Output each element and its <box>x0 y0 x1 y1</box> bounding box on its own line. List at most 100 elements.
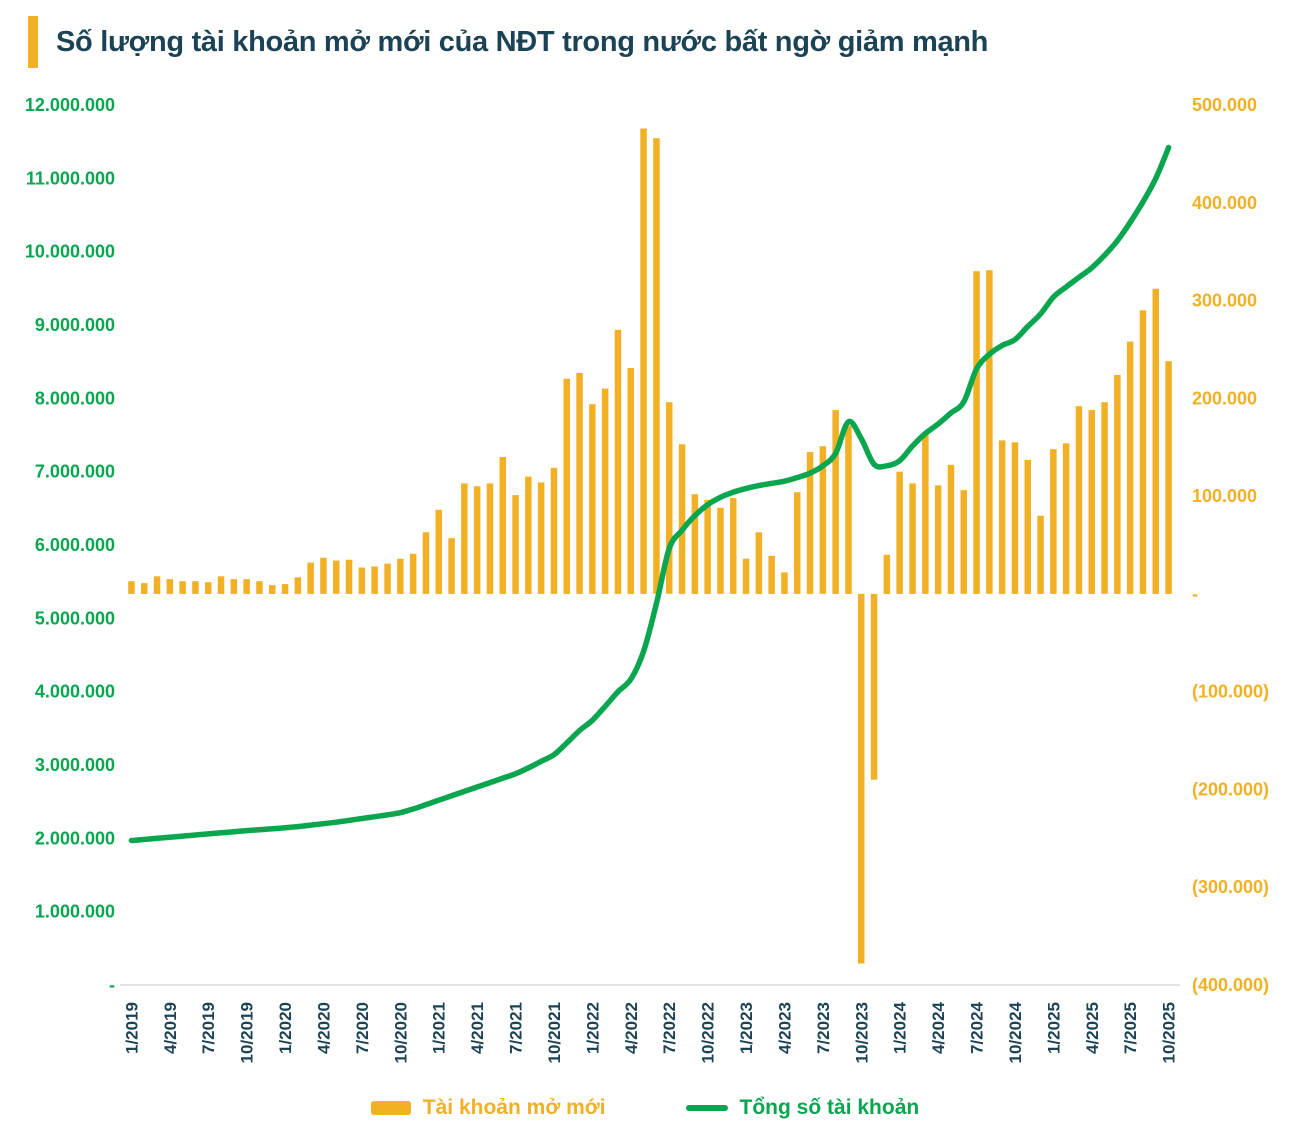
left-axis-tick-label: 10.000.000 <box>25 242 115 262</box>
x-axis-tick-label: 4/2024 <box>929 1001 948 1054</box>
bar-new-accounts <box>320 557 327 594</box>
bar-new-accounts <box>384 563 391 594</box>
x-axis-tick-label: 7/2019 <box>199 1002 218 1054</box>
bar-new-accounts <box>1088 410 1095 594</box>
x-axis-tick-label: 4/2023 <box>775 1002 794 1054</box>
x-axis-tick-label: 10/2024 <box>1006 1001 1025 1063</box>
right-axis-tick-label: - <box>1192 584 1198 604</box>
bar-new-accounts <box>358 567 366 594</box>
left-axis-tick-label: 6.000.000 <box>35 535 115 555</box>
line-total-accounts <box>128 144 1172 844</box>
bar-new-accounts <box>166 579 174 594</box>
bar-new-accounts <box>1126 341 1134 594</box>
title-accent-bar <box>28 16 38 68</box>
bar-new-accounts <box>883 554 891 594</box>
x-axis-tick-label: 10/2022 <box>699 1002 718 1063</box>
left-axis-tick-label: 3.000.000 <box>35 755 115 775</box>
bar-new-accounts <box>307 562 314 594</box>
bar-new-accounts <box>794 492 801 594</box>
bar-new-accounts <box>845 425 852 594</box>
bar-new-accounts <box>806 452 814 594</box>
bar-new-accounts <box>1165 361 1172 594</box>
left-axis-tick-label: 2.000.000 <box>35 828 115 848</box>
bar-new-accounts <box>973 271 980 594</box>
bar-new-accounts <box>128 581 135 594</box>
x-axis-tick-label: 1/2022 <box>583 1002 602 1054</box>
bar-new-accounts <box>1075 406 1083 594</box>
line-series-swatch <box>685 1105 728 1111</box>
x-axis-tick-label: 1/2021 <box>430 1002 449 1054</box>
bar-new-accounts <box>691 494 699 594</box>
x-axis-tick-label: 10/2020 <box>391 1002 410 1063</box>
right-axis-tick-label: (100.000) <box>1192 682 1269 702</box>
x-axis-tick-label: 1/2024 <box>891 1001 910 1054</box>
right-axis-tick-label: (200.000) <box>1192 779 1269 799</box>
bar-new-accounts <box>461 483 468 594</box>
bar-new-accounts <box>1011 442 1019 594</box>
bar-new-accounts <box>1101 402 1108 594</box>
bar-new-accounts <box>205 582 212 594</box>
bar-new-accounts <box>742 558 750 594</box>
bar-new-accounts <box>243 579 250 594</box>
left-axis-tick-label: 9.000.000 <box>35 315 115 335</box>
x-axis-tick-label: 7/2025 <box>1121 1002 1140 1054</box>
bar-new-accounts <box>768 555 775 594</box>
bar-new-accounts <box>819 446 827 594</box>
bar-series-label: Tài khoản mở mới <box>422 1096 606 1119</box>
x-axis-tick-label: 7/2021 <box>507 1002 526 1054</box>
line-series-label: Tổng số tài khoản <box>739 1096 920 1119</box>
x-axis-tick-label: 1/2023 <box>737 1002 756 1054</box>
x-axis-tick-label: 4/2022 <box>622 1002 641 1054</box>
x-axis-tick-label: 1/2020 <box>276 1002 295 1054</box>
x-axis-tick-label: 4/2019 <box>161 1002 180 1054</box>
bar-new-accounts <box>281 584 289 594</box>
bar-new-accounts <box>550 467 558 594</box>
bar-new-accounts <box>141 583 148 594</box>
bar-series-swatch <box>370 1101 411 1115</box>
x-axis-tick-label: 4/2020 <box>314 1002 333 1054</box>
x-axis-tick-label: 4/2025 <box>1083 1002 1102 1054</box>
left-axis-tick-label: 7.000.000 <box>35 462 115 482</box>
bar-new-accounts <box>678 444 686 594</box>
bar-new-accounts <box>704 500 711 594</box>
bar-new-accounts <box>717 507 724 594</box>
bar-new-accounts <box>986 270 993 594</box>
bar-new-accounts <box>345 559 353 594</box>
bar-new-accounts <box>371 566 378 594</box>
right-axis-tick-label: 300.000 <box>1192 291 1257 311</box>
bar-new-accounts <box>909 483 916 594</box>
bar-new-accounts <box>589 404 596 594</box>
legend-item-total-accounts: Tổng số tài khoản <box>685 1096 920 1120</box>
bar-new-accounts <box>1152 288 1159 594</box>
bar-new-accounts <box>1139 310 1147 594</box>
bar-new-accounts <box>627 368 634 594</box>
bar-new-accounts <box>473 486 481 594</box>
x-axis-tick-label: 1/2025 <box>1044 1002 1063 1054</box>
bar-new-accounts <box>397 558 404 594</box>
bar-new-accounts <box>192 581 199 594</box>
bar-new-accounts <box>730 498 737 594</box>
x-axis-tick-label: 10/2023 <box>852 1002 871 1063</box>
bar-new-accounts <box>294 577 302 594</box>
bar-new-accounts <box>640 128 647 594</box>
left-axis-tick-label: 11.000.000 <box>26 168 115 188</box>
bar-new-accounts <box>947 464 955 594</box>
bar-new-accounts <box>576 372 583 594</box>
bar-new-accounts <box>217 576 225 594</box>
bar-new-accounts <box>653 138 660 594</box>
bar-new-accounts <box>435 509 442 594</box>
bar-new-accounts <box>486 483 494 594</box>
bar-new-accounts <box>525 476 532 594</box>
x-axis-tick-label: 7/2024 <box>968 1001 987 1054</box>
bar-new-accounts <box>333 560 340 594</box>
bar-new-accounts <box>537 482 545 594</box>
page-title: Số lượng tài khoản mở mới của NĐT trong … <box>56 26 989 58</box>
right-axis-tick-label: 100.000 <box>1192 486 1257 506</box>
bar-new-accounts <box>422 532 430 594</box>
left-axis-tick-label: 8.000.000 <box>35 388 115 408</box>
bar-new-accounts <box>858 593 865 964</box>
bar-new-accounts <box>601 388 609 594</box>
bar-new-accounts <box>1114 374 1121 594</box>
right-axis-tick-label: (300.000) <box>1192 877 1269 897</box>
bar-new-accounts <box>448 538 455 594</box>
